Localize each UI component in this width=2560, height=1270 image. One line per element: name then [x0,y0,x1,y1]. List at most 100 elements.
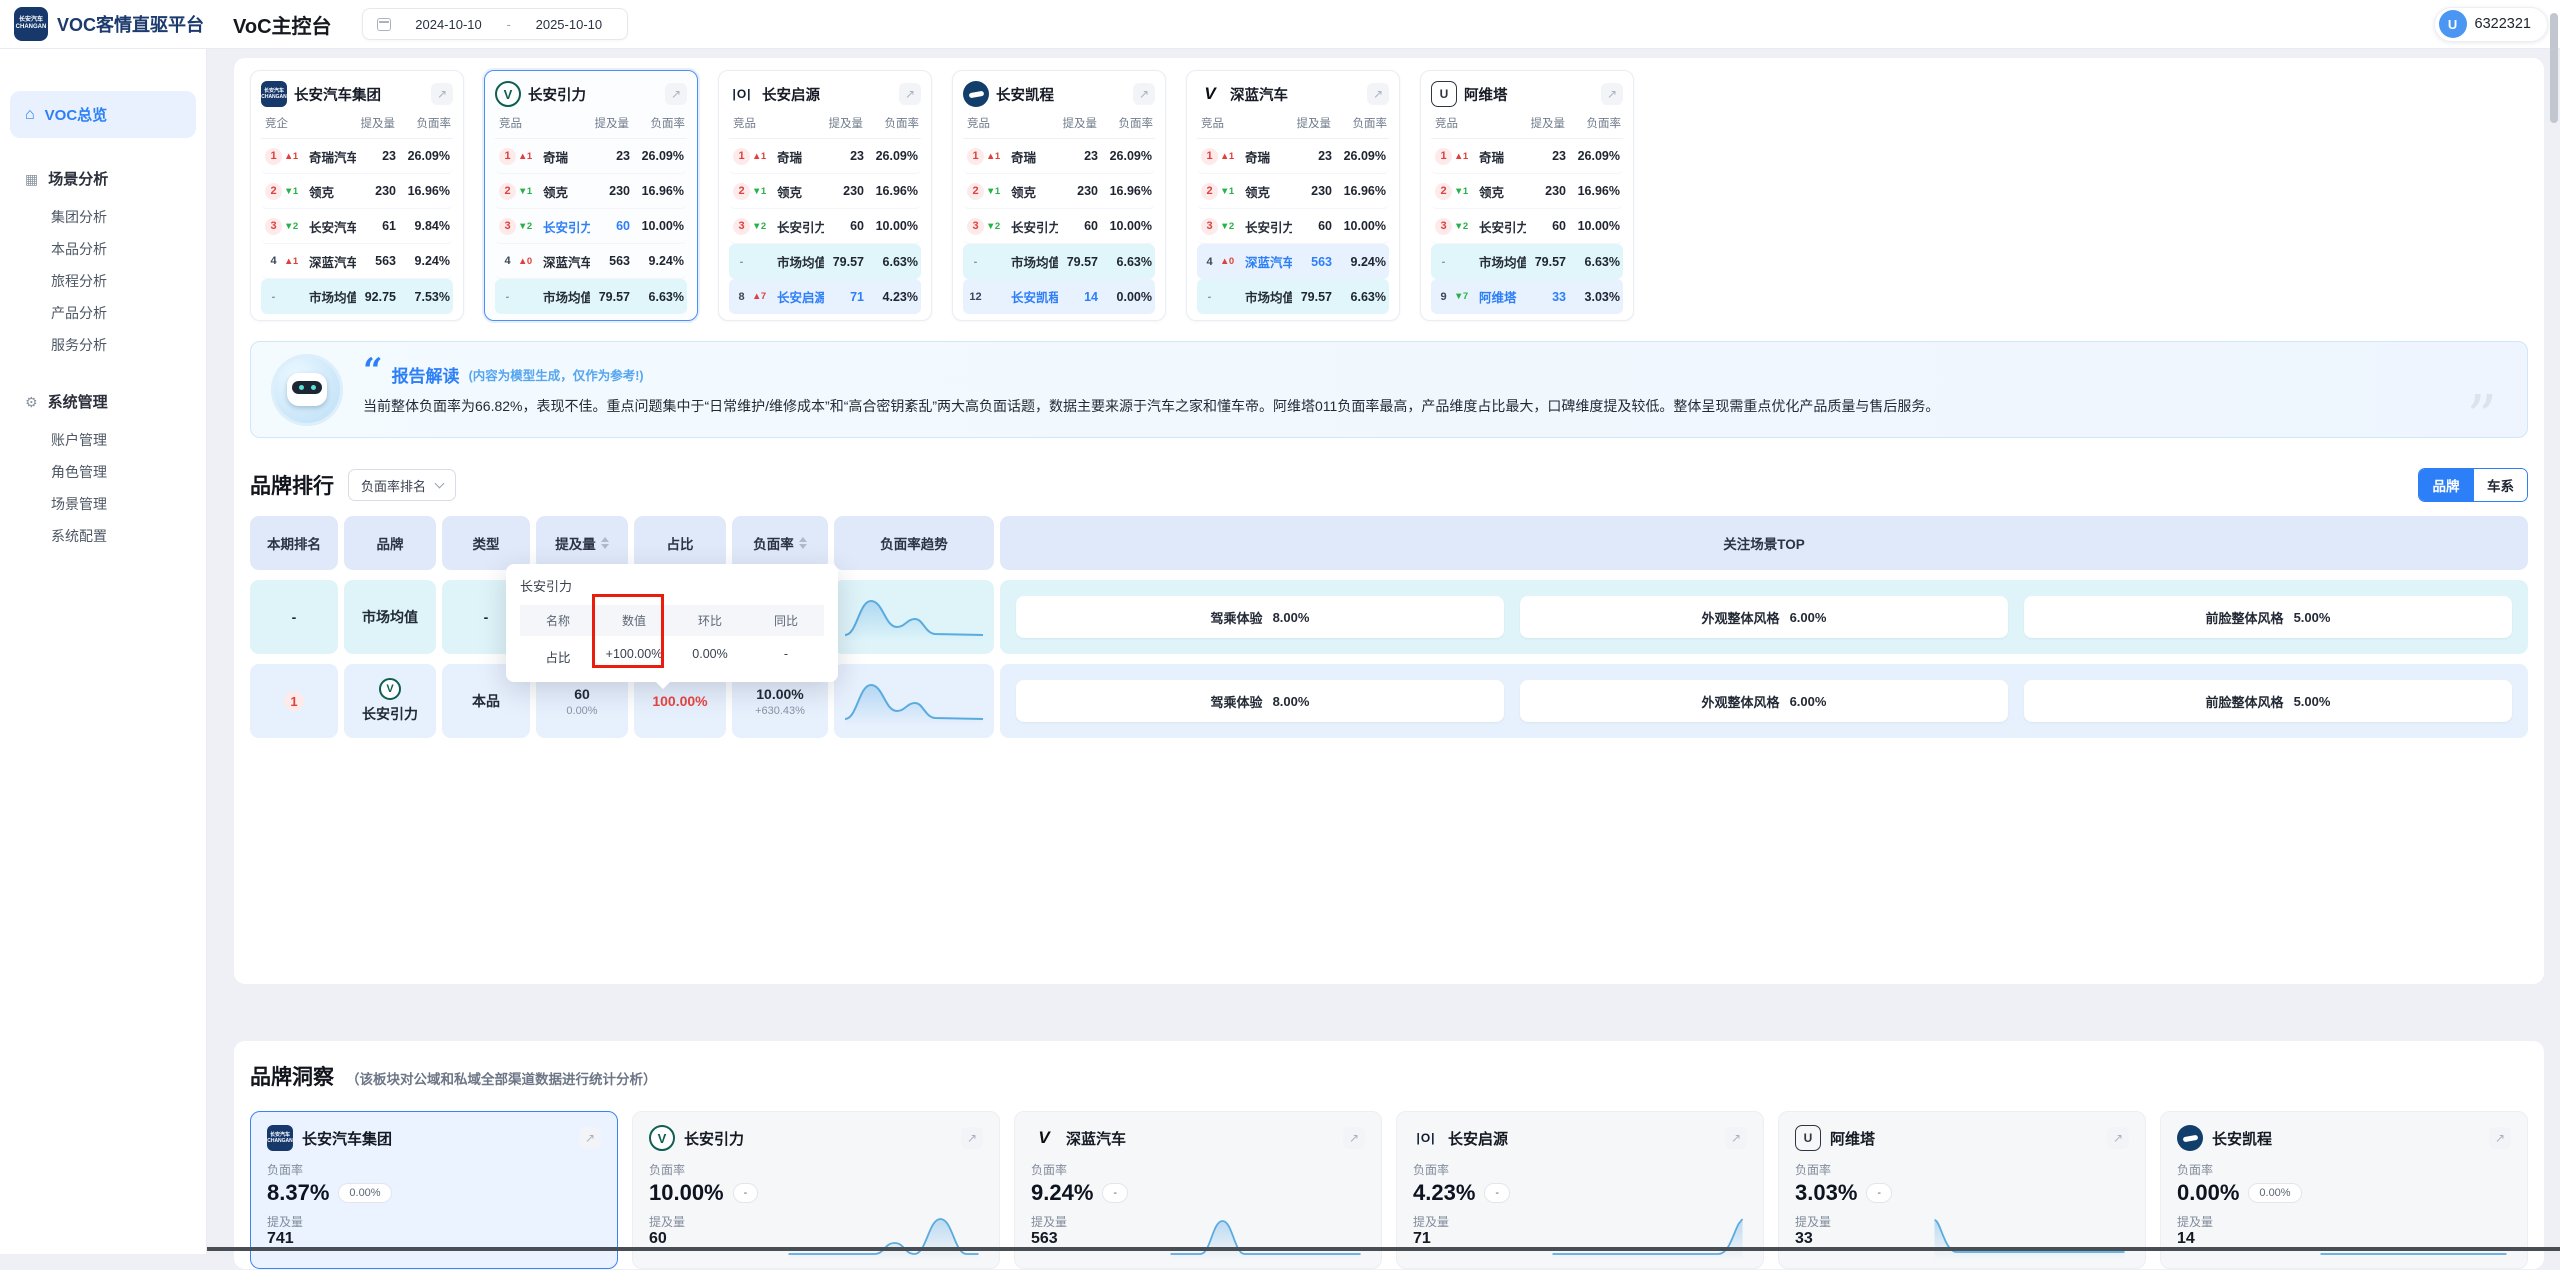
competitor-table-header: 竞企提及量负面率 [261,110,453,139]
col-mentions-sortable[interactable]: 提及量 [536,516,628,570]
sidebar-group-label: 场景分析 [48,168,108,189]
external-link-icon[interactable]: ↗ [1343,1127,1365,1149]
sidebar-item-account-management[interactable]: 账户管理 [10,424,196,456]
brand-insight-title: 品牌洞察 [250,1061,334,1091]
external-link-icon[interactable]: ↗ [899,83,921,105]
date-range-picker[interactable]: 2024-10-10 - 2025-10-10 [362,8,628,40]
insight-card-changan-kaicheng[interactable]: 长安凯程 ↗ 负面率 0.00%0.00% 提及量 14 [2160,1111,2528,1269]
main-content: 长安汽车CHANGAN 长安汽车集团 ↗ 竞企提及量负面率 1▲1奇瑞汽车232… [207,49,2560,1254]
sidebar-item-voc-overview[interactable]: ⌂ VOC总览 [10,91,196,138]
negative-rate-label: 负面率 [2177,1161,2511,1178]
toggle-series-button[interactable]: 车系 [2473,469,2527,501]
competitor-row-self-brand: 4▲0深蓝汽车5639.24% [1197,244,1389,279]
ai-robot-avatar [271,354,343,426]
rate-change-badge: - [1866,1183,1892,1203]
rate-change-badge: - [733,1183,759,1203]
overview-panel: 长安汽车CHANGAN 长安汽车集团 ↗ 竞企提及量负面率 1▲1奇瑞汽车232… [233,57,2545,985]
competitor-card-changan-kaicheng: 长安凯程 ↗ 竞品提及量负面率 1▲1奇瑞2326.09% 2▼1领克23016… [952,70,1166,321]
competitor-table-header: 竞品提及量负面率 [495,110,687,139]
negative-rate-label: 负面率 [1031,1161,1365,1178]
brand-ranking-title: 品牌排行 [250,470,334,500]
rate-change-badge: - [1484,1183,1510,1203]
yinli-logo-icon: V [495,81,521,107]
competitor-row-self-brand: 12长安凯程140.00% [963,279,1155,314]
competitor-row: 3▼2长安引力6010.00% [1431,209,1623,244]
negative-rate-label: 负面率 [267,1161,601,1178]
sidebar: ⌂ VOC总览 ▦ 场景分析 集团分析 本品分析 旅程分析 产品分析 服务分析 … [0,49,207,1254]
external-link-icon[interactable]: ↗ [1601,83,1623,105]
insight-card-shenlan[interactable]: V 深蓝汽车 ↗ 负面率 9.24%- 提及量 563 [1014,1111,1382,1269]
competitor-card-changan-qiyuan: |O| 长安启源 ↗ 竞品提及量负面率 1▲1奇瑞2326.09% 2▼1领克2… [718,70,932,321]
competitor-card-changan-group: 长安汽车CHANGAN 长安汽车集团 ↗ 竞企提及量负面率 1▲1奇瑞汽车232… [250,70,464,321]
competitor-row: 4▲0深蓝汽车5639.24% [495,244,687,279]
trend-sparkline [834,664,994,738]
competitor-card-title: 长安汽车集团 [294,84,424,105]
competitor-card-avatr: U 阿维塔 ↗ 竞品提及量负面率 1▲1奇瑞2326.09% 2▼1领克2301… [1420,70,1634,321]
avatr-logo-icon: U [1431,81,1457,107]
negative-rate-value: 9.24% [1031,1180,1093,1206]
sidebar-item-system-config[interactable]: 系统配置 [10,520,196,552]
sidebar-group-scene-analysis[interactable]: ▦ 场景分析 [10,156,196,191]
competitor-card-title: 长安凯程 [996,84,1126,105]
page-scrollbar[interactable] [2550,13,2558,123]
report-disclaimer: (内容为模型生成，仅作为参考!) [469,365,644,384]
scene-chip: 驾乘体验8.00% [1016,680,1504,722]
external-link-icon[interactable]: ↗ [1725,1127,1747,1149]
competitor-row: 2▼1领克23016.96% [495,174,687,209]
kaicheng-logo-icon [963,81,989,107]
tooltip-value: +100.00% [596,636,672,668]
quote-open-icon: “ [363,366,383,384]
competitor-row: 3▼2长安引力6010.00% [729,209,921,244]
sidebar-item-product-analysis[interactable]: 产品分析 [10,297,196,329]
external-link-icon[interactable]: ↗ [665,83,687,105]
external-link-icon[interactable]: ↗ [1367,83,1389,105]
yinli-logo-icon: V [379,678,401,700]
tooltip-mom: 0.00% [672,636,748,668]
competitor-table-header: 竞品提及量负面率 [963,110,1155,139]
mentions-sparkline [2308,1214,2513,1260]
competitor-row: 2▼1领克23016.96% [729,174,921,209]
insight-card-avatr[interactable]: U 阿维塔 ↗ 负面率 3.03%- 提及量 33 [1778,1111,2146,1269]
negative-rate-value: 4.23% [1413,1180,1475,1206]
brand-ranking-header: 品牌排行 负面率排名 品牌 车系 [250,468,2528,502]
yinli-logo-icon: V [649,1125,675,1151]
ranking-filter-select[interactable]: 负面率排名 [348,469,456,501]
competitor-row: 3▼2长安引力6010.00% [963,209,1155,244]
date-start-input[interactable]: 2024-10-10 [405,17,493,32]
toggle-brand-button[interactable]: 品牌 [2419,469,2473,501]
competitor-row: 1▲1奇瑞2326.09% [1431,139,1623,174]
brand-insight-panel: 品牌洞察 （该板块对公域和私域全部渠道数据进行统计分析） 长安汽车CHANGAN… [233,1040,2545,1270]
sidebar-item-service-analysis[interactable]: 服务分析 [10,329,196,361]
external-link-icon[interactable]: ↗ [2489,1127,2511,1149]
ranking-table-header: 本期排名 品牌 类型 提及量 占比 负面率 负面率趋势 关注场景TOP [250,516,2528,570]
sidebar-group-system-management[interactable]: ⚙ 系统管理 [10,379,196,414]
insight-card-name: 长安引力 [684,1128,952,1149]
external-link-icon[interactable]: ↗ [431,83,453,105]
user-badge[interactable]: U 6322321 [2434,7,2548,42]
sidebar-item-own-product-analysis[interactable]: 本品分析 [10,233,196,265]
insight-card-changan-qiyuan[interactable]: |O| 长安启源 ↗ 负面率 4.23%- 提及量 71 [1396,1111,1764,1269]
external-link-icon[interactable]: ↗ [1133,83,1155,105]
col-brand: 品牌 [344,516,436,570]
competitor-card-title: 阿维塔 [1464,84,1594,105]
sidebar-item-scene-management[interactable]: 场景管理 [10,488,196,520]
sidebar-item-journey-analysis[interactable]: 旅程分析 [10,265,196,297]
tooltip-yoy: - [748,636,824,668]
col-negative-rate-sortable[interactable]: 负面率 [732,516,828,570]
logo-text-cn: 长安汽车 [19,17,43,25]
brand-series-toggle: 品牌 车系 [2418,468,2528,502]
mentions-label: 提及量 [267,1213,601,1230]
external-link-icon[interactable]: ↗ [2107,1127,2129,1149]
insight-card-changan-yinli[interactable]: V 长安引力 ↗ 负面率 10.00%- 提及量 60 [632,1111,1000,1269]
qiyuan-logo-icon: |O| [729,81,755,107]
insight-card-changan-group[interactable]: 长安汽车CHANGAN 长安汽车集团 ↗ 负面率 8.37%0.00% 提及量 … [250,1111,618,1269]
mentions-sparkline [780,1214,985,1260]
negative-rate-label: 负面率 [649,1161,983,1178]
external-link-icon[interactable]: ↗ [579,1127,601,1149]
sidebar-item-role-management[interactable]: 角色管理 [10,456,196,488]
competitor-row: 3▼2长安汽车619.84% [261,209,453,244]
sidebar-item-group-analysis[interactable]: 集团分析 [10,201,196,233]
external-link-icon[interactable]: ↗ [961,1127,983,1149]
negative-rate-value: 8.37% [267,1180,329,1206]
date-end-input[interactable]: 2025-10-10 [525,17,613,32]
